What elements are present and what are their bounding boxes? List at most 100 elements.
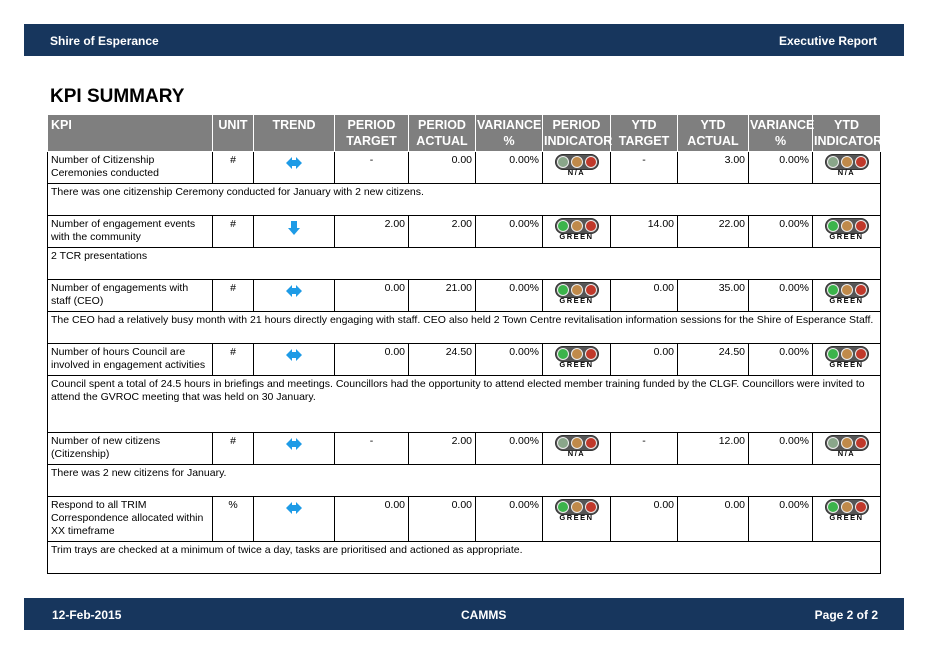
period-indicator-label: GREEN [559,513,594,522]
period-indicator-cell: GREEN [542,215,611,248]
ytd-target-cell: 0.00 [610,496,678,542]
header-ytd-actual-line1: YTD [700,118,726,132]
comment-row: Trim trays are checked at a minimum of t… [47,541,881,574]
comment-row: The CEO had a relatively busy month with… [47,311,881,344]
kpi-comment: There was 2 new citizens for January. [47,464,881,497]
comment-row: 2 TCR presentations [47,247,881,280]
comment-row: There was one citizenship Ceremony condu… [47,183,881,216]
period-target-cell: - [334,432,409,465]
period-actual-cell: 24.50 [408,343,476,376]
ytd-indicator-label: GREEN [829,513,864,522]
unit-cell: # [212,151,254,184]
ytd-actual-cell: 24.50 [677,343,749,376]
variance-cell: 0.00% [475,215,543,248]
traffic-light-icon: N/A [554,435,599,458]
traffic-light-icon: N/A [554,154,599,177]
period-indicator-label: GREEN [559,232,594,241]
header-ytd-actual: YTD ACTUAL [677,114,749,152]
both-arrows-icon [286,349,302,365]
kpi-row: Number of hours Council are involved in … [47,343,881,376]
header-ytd-actual-line2: ACTUAL [687,134,739,148]
kpi-row: Number of engagement events with the com… [47,215,881,248]
period-actual-cell: 2.00 [408,215,476,248]
traffic-light-icon: GREEN [824,499,869,522]
report-footer-bar: 12-Feb-2015 CAMMS Page 2 of 2 [24,598,904,630]
ytd-target-cell: - [610,432,678,465]
comment-row: There was 2 new citizens for January. [47,464,881,497]
traffic-light-icon: GREEN [824,282,869,305]
period-indicator-cell: GREEN [542,343,611,376]
header-ytd-variance-line2: % [774,134,787,148]
period-indicator-cell: GREEN [542,496,611,542]
header-ytd-indicator-line2: INDICATOR [814,134,883,148]
report-date: 12-Feb-2015 [52,608,122,622]
variance-cell: 0.00% [475,432,543,465]
page-number: Page 2 of 2 [814,608,878,622]
ytd-indicator-label: GREEN [829,360,864,369]
both-arrows-icon [286,157,302,173]
variance-cell: 0.00% [475,343,543,376]
ytd-variance-cell: 0.00% [748,279,813,312]
header-ytd-indicator: YTD INDICATOR [812,114,883,152]
ytd-target-cell: 0.00 [610,343,678,376]
ytd-target-cell: - [610,151,678,184]
ytd-variance-cell: 0.00% [748,432,813,465]
traffic-light-icon: GREEN [824,346,869,369]
period-indicator-cell: N/A [542,151,611,184]
header-ytd-variance-line1: VARIANCE [750,118,815,132]
header-period-actual: PERIOD ACTUAL [408,114,476,152]
kpi-comment: Trim trays are checked at a minimum of t… [47,541,881,574]
down-arrow-icon [288,221,300,239]
page-title: KPI SUMMARY [50,86,185,107]
header-trend-label: TREND [272,118,316,132]
traffic-light-icon: GREEN [554,218,599,241]
header-ytd-target-line1: YTD [631,118,657,132]
kpi-name: Number of hours Council are involved in … [47,343,213,376]
header-period-target-line1: PERIOD [347,118,396,132]
header-period-target-line2: TARGET [346,134,397,148]
traffic-light-icon: GREEN [824,218,869,241]
variance-cell: 0.00% [475,496,543,542]
ytd-indicator-label: N/A [837,449,856,458]
kpi-row: Number of Citizenship Ceremonies conduct… [47,151,881,184]
ytd-indicator-cell: GREEN [812,215,881,248]
period-actual-cell: 21.00 [408,279,476,312]
header-ytd-target: YTD TARGET [610,114,678,152]
period-actual-cell: 0.00 [408,496,476,542]
header-period-indicator-line1: PERIOD [552,118,601,132]
period-target-cell: 2.00 [334,215,409,248]
traffic-light-icon: GREEN [554,282,599,305]
unit-cell: # [212,432,254,465]
system-name: CAMMS [461,608,507,622]
header-unit-label: UNIT [218,118,248,132]
period-target-cell: 0.00 [334,279,409,312]
header-variance-line1: VARIANCE [477,118,542,132]
kpi-name: Number of engagements with staff (CEO) [47,279,213,312]
traffic-light-icon: GREEN [554,499,599,522]
header-period-target: PERIOD TARGET [334,114,409,152]
both-arrows-icon [286,285,302,301]
report-type: Executive Report [778,34,877,48]
ytd-actual-cell: 3.00 [677,151,749,184]
trend-cell [253,151,335,184]
header-ytd-variance: VARIANCE% [748,114,815,152]
ytd-actual-cell: 22.00 [677,215,749,248]
period-indicator-label: GREEN [559,360,594,369]
period-target-cell: - [334,151,409,184]
ytd-indicator-cell: GREEN [812,496,881,542]
kpi-name: Respond to all TRIM Correspondence alloc… [47,496,213,542]
unit-cell: % [212,496,254,542]
ytd-indicator-label: N/A [837,168,856,177]
kpi-row: Number of engagements with staff (CEO) #0… [47,279,881,312]
ytd-indicator-label: GREEN [829,296,864,305]
ytd-actual-cell: 35.00 [677,279,749,312]
both-arrows-icon [286,502,302,518]
unit-cell: # [212,343,254,376]
variance-cell: 0.00% [475,279,543,312]
unit-cell: # [212,279,254,312]
period-actual-cell: 2.00 [408,432,476,465]
header-period-indicator-line2: INDICATOR [544,134,613,148]
trend-cell [253,215,335,248]
ytd-variance-cell: 0.00% [748,343,813,376]
ytd-actual-cell: 0.00 [677,496,749,542]
